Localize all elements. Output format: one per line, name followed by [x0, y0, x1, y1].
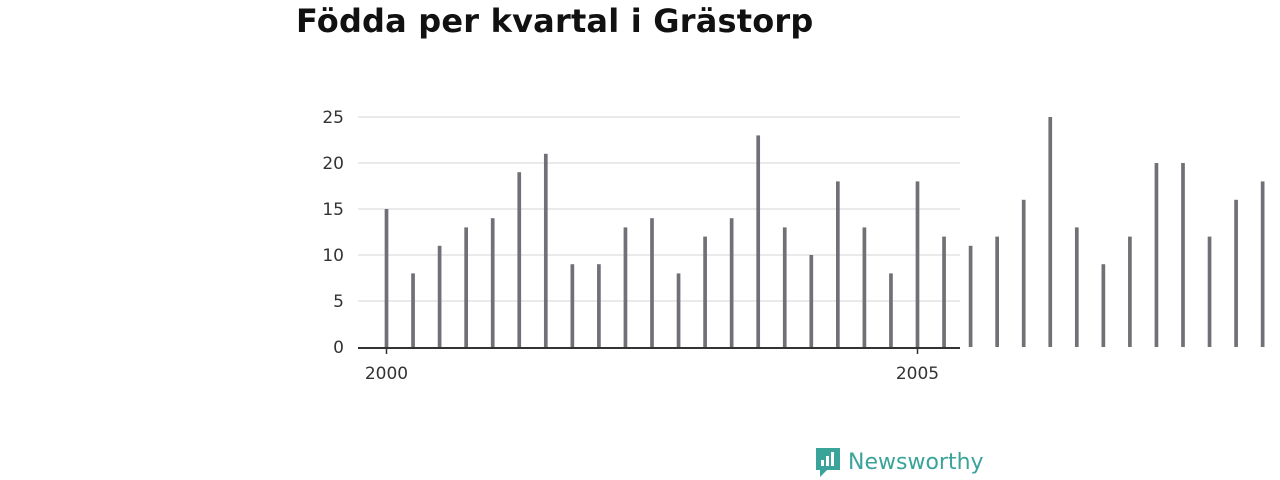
- x-tick-label: 2005: [896, 364, 939, 384]
- bar: [889, 273, 893, 347]
- bar: [623, 227, 628, 347]
- bar: [543, 153, 548, 347]
- bar: [597, 264, 601, 347]
- bar: [1207, 236, 1212, 347]
- chart-title: Födda per kvartal i Grästorp: [296, 2, 814, 40]
- bar: [517, 172, 522, 347]
- bar-chart-speech-bubble-icon: [816, 448, 840, 477]
- y-tick-label: 5: [333, 292, 344, 312]
- bar: [676, 273, 681, 347]
- bar: [490, 218, 495, 347]
- bar: [968, 245, 973, 347]
- bar: [1128, 236, 1132, 347]
- bar: [915, 181, 920, 347]
- bar: [464, 227, 468, 347]
- x-tick-label: 2000: [365, 364, 408, 384]
- bar: [437, 245, 442, 347]
- bar: [995, 236, 999, 347]
- x-axis-ticks: 200020052010201520202025: [365, 348, 939, 384]
- y-tick-label: 25: [322, 108, 344, 128]
- bar: [384, 209, 389, 347]
- bar: [1181, 163, 1185, 347]
- bar: [1074, 227, 1079, 347]
- bar: [862, 227, 867, 347]
- y-tick-label: 15: [322, 200, 344, 220]
- brand-name: Newsworthy: [848, 450, 984, 475]
- bar: [1101, 264, 1106, 347]
- bar: [570, 264, 575, 347]
- bar: [411, 273, 415, 347]
- y-tick-label: 20: [322, 154, 344, 174]
- y-tick-label: 10: [322, 246, 344, 266]
- bar: [703, 236, 707, 347]
- bars: [384, 117, 1265, 347]
- bar: [1048, 117, 1053, 347]
- bar: [809, 255, 814, 347]
- bar: [1021, 199, 1026, 347]
- bar: [836, 181, 840, 347]
- bar: [729, 218, 734, 347]
- bar: [650, 218, 654, 347]
- bar: [1234, 199, 1238, 347]
- gridlines: [358, 116, 960, 302]
- bar: [942, 236, 946, 347]
- y-tick-label: 0: [333, 338, 344, 358]
- newsworthy-brand: Newsworthy: [814, 446, 984, 480]
- bar: [1154, 163, 1159, 347]
- y-axis-ticks: 0 5 10 15 20 25: [322, 108, 344, 358]
- bar: [782, 227, 787, 347]
- bar: [1260, 181, 1265, 347]
- bar: [756, 135, 761, 347]
